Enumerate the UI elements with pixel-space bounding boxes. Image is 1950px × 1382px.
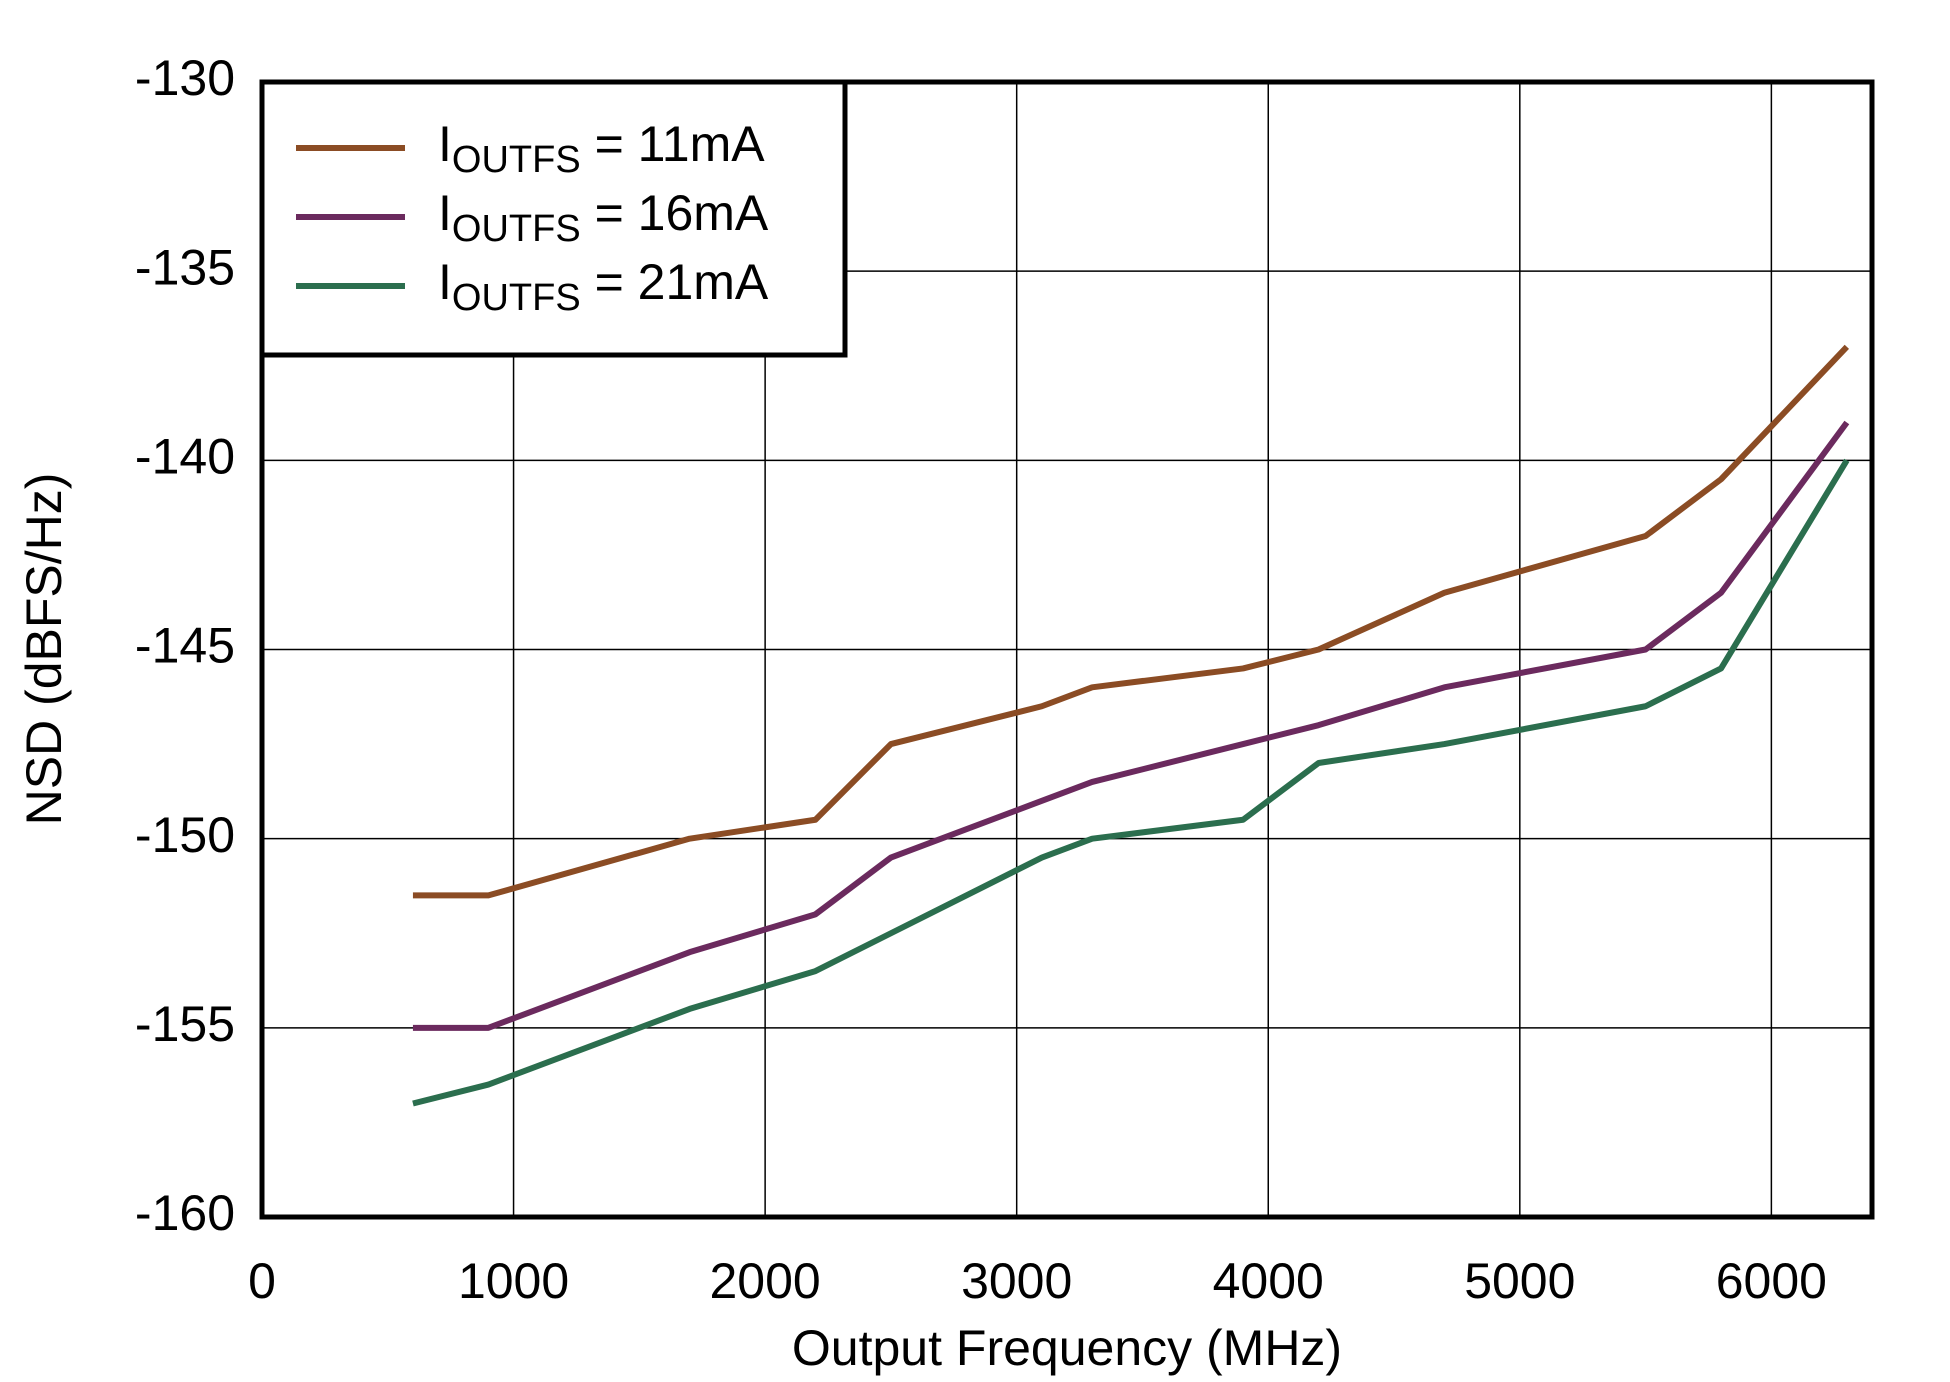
- x-axis-title: Output Frequency (MHz): [792, 1320, 1342, 1376]
- x-tick-label: 3000: [961, 1253, 1072, 1309]
- y-axis-title: NSD (dBFS/Hz): [16, 473, 72, 826]
- y-tick-label: -145: [135, 618, 235, 674]
- x-tick-label: 6000: [1716, 1253, 1827, 1309]
- y-tick-label: -135: [135, 239, 235, 295]
- y-tick-label: -160: [135, 1185, 235, 1241]
- x-tick-label: 1000: [458, 1253, 569, 1309]
- y-tick-label: -130: [135, 50, 235, 106]
- y-tick-label: -150: [135, 807, 235, 863]
- legend-label: IOUTFS = 21mA: [438, 254, 769, 319]
- x-tick-label: 0: [248, 1253, 276, 1309]
- x-tick-label: 5000: [1464, 1253, 1575, 1309]
- y-tick-label: -155: [135, 996, 235, 1052]
- y-tick-label: -140: [135, 429, 235, 485]
- series-line: [412, 420, 1850, 1031]
- plot-frame: [259, 79, 1875, 1220]
- legend-label: IOUTFS = 11mA: [438, 116, 765, 181]
- legend-label: IOUTFS = 16mA: [438, 185, 769, 250]
- series-line: [412, 458, 1850, 1107]
- series-line: [412, 344, 1850, 899]
- x-tick-label: 2000: [710, 1253, 821, 1309]
- x-tick-label: 4000: [1213, 1253, 1324, 1309]
